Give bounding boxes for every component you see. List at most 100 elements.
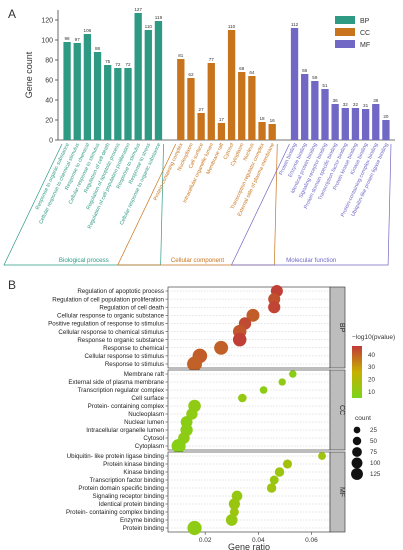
size-legend-label: 100 xyxy=(370,460,381,467)
group-bracket xyxy=(3,143,164,266)
bar-bp xyxy=(144,30,152,140)
dot-point xyxy=(278,378,286,386)
term-label: Cell surface xyxy=(131,395,164,402)
y-tick-label: 100 xyxy=(41,38,53,45)
dot-point xyxy=(232,332,247,347)
term-label: Protein- containing complex xyxy=(88,403,165,410)
dot-point xyxy=(318,452,326,460)
term-label: Cellular response to organic substance xyxy=(57,313,165,320)
term-label: Nuclear lumen xyxy=(124,419,164,426)
term-label: Cellular response to chemical stimulus xyxy=(58,329,164,336)
term-label: Regulation of apoptotic process xyxy=(77,288,164,295)
bar-value-label: 36 xyxy=(333,98,339,103)
bar-value-label: 112 xyxy=(291,22,299,27)
bar-value-label: 32 xyxy=(353,102,359,107)
size-legend-dot xyxy=(352,447,362,457)
bar-value-label: 98 xyxy=(65,36,71,41)
term-label: Cytoplasm xyxy=(135,443,164,450)
bar-cc xyxy=(217,123,226,140)
bar-value-label: 27 xyxy=(199,107,205,112)
x-axis-label: Gene ratio xyxy=(228,542,270,550)
legend-swatch-bp xyxy=(335,16,355,24)
color-legend-title: −log10(pvalue) xyxy=(352,334,395,341)
legend-label: CC xyxy=(360,30,370,37)
bar-mf xyxy=(341,108,349,140)
bar-cc xyxy=(268,124,276,140)
panel-label-b: B xyxy=(8,278,16,292)
y-tick-label: 120 xyxy=(41,18,53,25)
bar-bp xyxy=(124,68,132,140)
term-label: Nucleoplasm xyxy=(128,411,164,418)
term-label: Membrane raft xyxy=(124,371,165,378)
term-label: Response to organic substance xyxy=(77,337,164,344)
dot-point xyxy=(214,340,229,355)
bar-mf xyxy=(321,89,329,140)
bar-bp xyxy=(93,52,102,140)
bar-value-label: 72 xyxy=(115,62,121,67)
size-legend-dot xyxy=(352,436,362,446)
bar-value-label: 66 xyxy=(302,68,308,73)
size-legend-dot xyxy=(351,457,363,469)
color-legend-tick: 30 xyxy=(368,364,375,371)
bar-mf xyxy=(361,109,370,140)
size-legend-title: count xyxy=(355,415,371,422)
term-label: Protein domain specific binding xyxy=(78,485,164,492)
size-legend-label: 75 xyxy=(370,449,377,456)
term-label: Regulation of cell population proliferat… xyxy=(52,296,164,303)
bar-mf xyxy=(351,108,360,140)
bar-value-label: 64 xyxy=(249,70,255,75)
bar-mf xyxy=(331,104,339,140)
bar-value-label: 32 xyxy=(343,102,349,107)
size-legend-label: 125 xyxy=(370,471,381,478)
dot-point xyxy=(269,475,279,485)
term-label: Transcription regulator complex xyxy=(78,387,165,394)
term-label: Cellular response to stimulus xyxy=(85,353,164,360)
bar-value-label: 127 xyxy=(134,7,142,12)
x-tick-label: 0.06 xyxy=(305,537,318,544)
bar-mf xyxy=(382,120,390,140)
facet-strip-label: CC xyxy=(338,405,345,415)
bar-value-label: 18 xyxy=(259,116,265,121)
bar-value-label: 106 xyxy=(84,28,92,33)
dot-point xyxy=(225,514,238,526)
facet-strip-label: MF xyxy=(338,487,345,497)
size-legend-dot xyxy=(353,426,361,434)
term-label: External side of plasma membrane xyxy=(68,379,164,386)
color-legend-tick: 40 xyxy=(368,352,375,359)
bar-bp xyxy=(104,65,112,140)
bar-value-label: 51 xyxy=(322,83,328,88)
bar-cc xyxy=(227,30,236,140)
dot-point xyxy=(274,467,285,477)
term-label: Protein binding xyxy=(123,525,165,532)
term-label: Transcription factor binding xyxy=(90,477,165,484)
group-bracket xyxy=(117,143,278,266)
facet-panel-mf xyxy=(167,451,331,533)
bar-value-label: 62 xyxy=(188,72,194,77)
bar-value-label: 88 xyxy=(95,46,101,51)
bar-value-label: 59 xyxy=(312,75,318,80)
bar-cc xyxy=(197,113,205,140)
bar-bp xyxy=(73,43,81,140)
dot-point xyxy=(228,498,240,510)
dot-point xyxy=(238,393,247,403)
term-label: Ubiquitin- like protein ligase binding xyxy=(67,453,165,460)
bar-bp xyxy=(114,68,122,140)
size-legend-dot xyxy=(351,468,363,480)
bar-value-label: 72 xyxy=(125,62,131,67)
term-label: Intracellular organelle lumen xyxy=(86,427,164,434)
size-legend-label: 25 xyxy=(370,427,377,434)
y-tick-label: 40 xyxy=(45,98,53,105)
x-tick-label: 0.02 xyxy=(199,537,212,544)
size-legend-label: 50 xyxy=(370,438,377,445)
dot-point xyxy=(266,483,277,493)
dot-point xyxy=(187,520,202,536)
dot-point xyxy=(171,438,186,454)
bar-bp xyxy=(83,34,92,140)
facet-strip-mf xyxy=(329,451,346,533)
dot-point xyxy=(268,301,281,314)
bar-mf xyxy=(311,81,319,140)
color-legend-bar xyxy=(352,346,362,398)
term-label: Positive regulation of response to stimu… xyxy=(48,321,164,328)
bar-value-label: 77 xyxy=(209,57,215,62)
